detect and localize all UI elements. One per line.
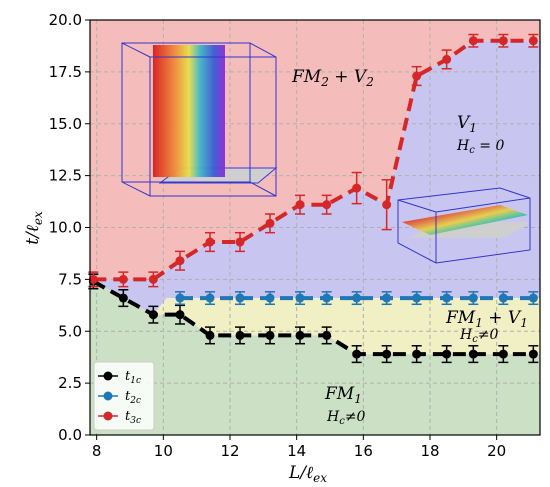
y-tick-label: 15.0 [49, 115, 82, 133]
x-tick-label: 10 [154, 442, 173, 460]
legend: t1c t2c t3c [93, 361, 155, 431]
data-point-t1c [118, 293, 128, 303]
series-t3c [88, 33, 539, 288]
legend-entry-t3c: t3c [98, 409, 141, 426]
y-tick-label: 0.0 [58, 426, 82, 444]
region-label-fm1: FM1 [324, 384, 362, 406]
data-point-t3c [295, 200, 305, 210]
y-tick-label: 10.0 [49, 219, 82, 237]
x-axis-ticks: 8 10 12 14 16 18 20 [92, 435, 506, 460]
legend-marker-t3c [103, 411, 113, 421]
region-note-fm1: Hc≠0 [326, 409, 366, 427]
data-point-t2c [352, 293, 362, 303]
data-point-t2c [295, 293, 305, 303]
data-point-t1c [442, 349, 452, 359]
x-axis-label: L/ℓex [288, 463, 327, 485]
y-axis-label: t/ℓex [23, 211, 45, 245]
region-note-fm1-v1: Hc≠0 [459, 327, 499, 345]
x-tick-label: 20 [487, 442, 506, 460]
data-point-t3c [382, 200, 392, 210]
region-label-v1: V1 [457, 113, 477, 135]
y-tick-label: 12.5 [49, 167, 82, 185]
data-point-t2c [175, 293, 185, 303]
data-point-t2c [382, 293, 392, 303]
data-point-t2c [442, 293, 452, 303]
legend-label-t3c: t3c [125, 409, 141, 426]
data-point-t3c [235, 237, 245, 247]
data-point-t2c [468, 293, 478, 303]
legend-entry-t2c: t2c [98, 389, 141, 406]
x-tick-label: 8 [92, 442, 102, 460]
data-point-t2c [528, 293, 538, 303]
region-fm1-fill [90, 281, 540, 435]
legend-entry-t1c: t1c [98, 369, 141, 386]
data-point-t2c [498, 293, 508, 303]
x-tick-label: 16 [354, 442, 373, 460]
data-point-t3c [265, 218, 275, 228]
y-tick-label: 20.0 [49, 11, 82, 29]
legend-marker-t2c [103, 391, 113, 401]
region-v1-fill [90, 40, 540, 315]
y-tick-label: 2.5 [58, 374, 82, 392]
series-line-t1c [92, 279, 534, 357]
data-point-t3c [468, 36, 478, 46]
x-tick-label: 14 [287, 442, 306, 460]
data-point-t1c [175, 310, 185, 320]
data-point-t3c [498, 36, 508, 46]
y-tick-label: 5.0 [58, 322, 82, 340]
data-point-t2c [265, 293, 275, 303]
data-point-t1c [468, 349, 478, 359]
data-point-t2c [235, 293, 245, 303]
data-point-t2c [322, 293, 332, 303]
y-tick-label: 7.5 [58, 270, 82, 288]
inset-3d-flat-box [397, 187, 531, 264]
data-point-t3c [148, 274, 158, 284]
data-point-t1c [352, 349, 362, 359]
data-point-t1c [295, 330, 305, 340]
data-point-t1c [265, 330, 275, 340]
data-point-t3c [118, 274, 128, 284]
data-point-t2c [205, 293, 215, 303]
data-point-t3c [175, 256, 185, 266]
y-axis-ticks: 0.0 2.5 5.0 7.5 10.0 12.5 15.0 17.5 20.0 [49, 11, 90, 444]
series-t1c [88, 273, 539, 364]
data-point-t3c [205, 237, 215, 247]
data-point-t3c [88, 274, 98, 284]
data-point-t3c [412, 71, 422, 81]
series-layer [88, 33, 539, 364]
y-tick-label: 17.5 [49, 63, 82, 81]
data-point-t1c [148, 310, 158, 320]
data-point-t1c [412, 349, 422, 359]
data-point-t1c [205, 330, 215, 340]
inset-3d-vortex-box [121, 42, 278, 197]
data-point-t2c [412, 293, 422, 303]
region-label-fm2-v2: FM2 + V2 [291, 67, 374, 89]
x-tick-label: 12 [220, 442, 239, 460]
region-labels: FM2 + V2 V1 Hc = 0 FM1 + V1 Hc≠0 FM1 Hc≠… [291, 67, 528, 427]
x-tick-label: 18 [420, 442, 439, 460]
data-point-t3c [352, 183, 362, 193]
series-line-t3c [93, 38, 534, 282]
data-point-t1c [235, 330, 245, 340]
legend-label-t2c: t2c [125, 389, 141, 406]
data-point-t1c [382, 349, 392, 359]
series-t2c [175, 291, 539, 306]
data-point-t1c [528, 349, 538, 359]
data-point-t3c [442, 54, 452, 64]
data-point-t1c [322, 330, 332, 340]
region-label-fm1-v1: FM1 + V1 [445, 308, 528, 330]
data-point-t3c [322, 200, 332, 210]
legend-marker-t1c [103, 371, 113, 381]
legend-label-t1c: t1c [125, 369, 141, 386]
region-note-v1: Hc = 0 [456, 138, 504, 156]
data-point-t3c [528, 36, 538, 46]
data-point-t1c [498, 349, 508, 359]
